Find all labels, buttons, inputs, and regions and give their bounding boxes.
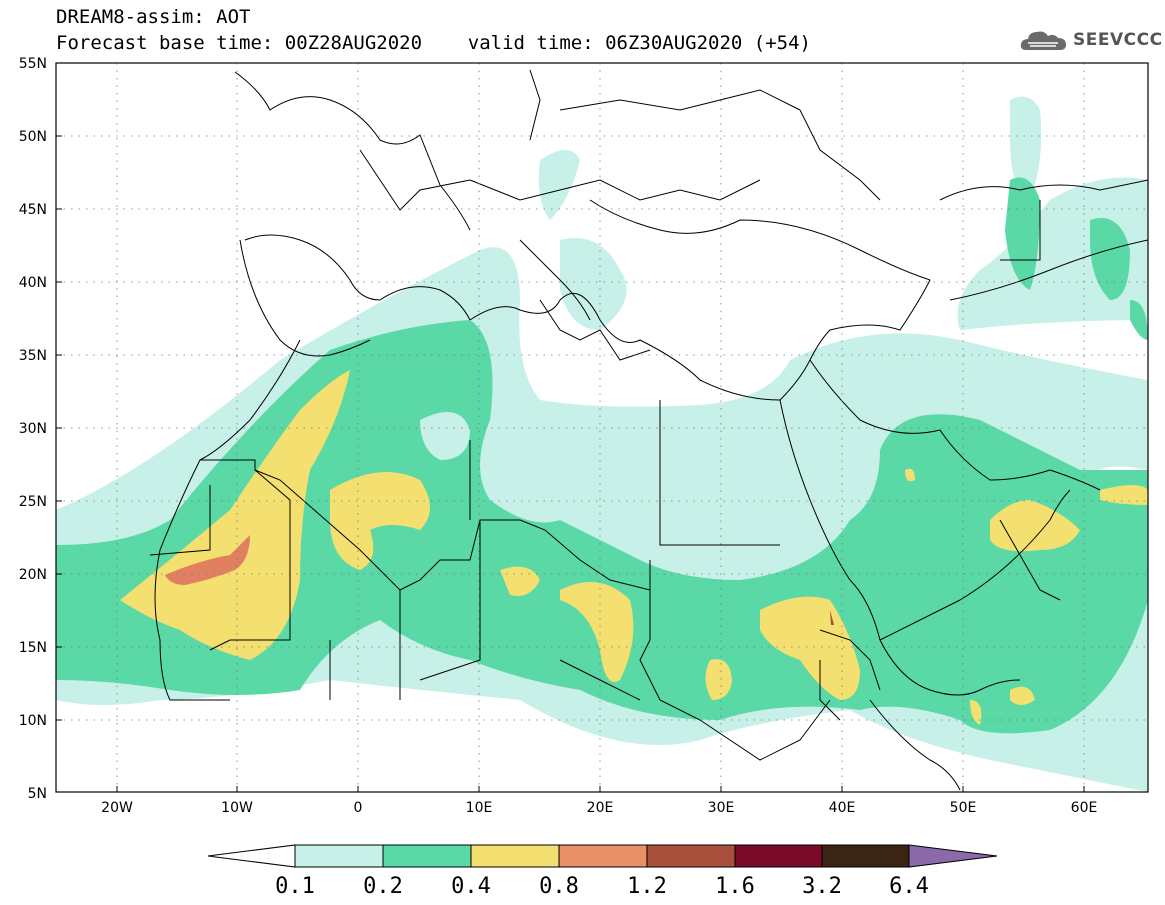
lon-label: 20W — [101, 800, 133, 816]
colorbar-bin — [382, 844, 472, 868]
colorbar-bin — [646, 844, 736, 868]
aot-band-1.2 — [830, 610, 834, 625]
colorbar-label: 0.2 — [363, 874, 403, 899]
lon-label: 10E — [466, 800, 493, 816]
colorbar-label: 0.4 — [451, 874, 491, 899]
colorbar-bin — [821, 844, 910, 868]
lat-label: 30N — [19, 421, 47, 437]
lon-label: 10W — [221, 800, 253, 816]
lat-label: 20N — [19, 567, 47, 583]
colorbar-label: 1.6 — [715, 874, 755, 899]
colorbar-label: 1.2 — [627, 874, 667, 899]
logo-text: SEEVCCC — [1073, 30, 1163, 50]
colorbar-label: 3.2 — [802, 874, 842, 899]
aot-band-0.8 — [165, 535, 250, 585]
colorbar-bin — [734, 844, 823, 868]
lon-ticks — [116, 786, 1085, 792]
colorbar-bin — [294, 844, 384, 868]
lat-label: 35N — [19, 348, 47, 364]
country-borders — [149, 69, 1148, 791]
lat-label: 25N — [19, 494, 47, 510]
colorbar — [207, 844, 998, 868]
lon-label: 0 — [354, 800, 363, 816]
lat-ticks — [56, 135, 62, 721]
lat-label: 15N — [19, 640, 47, 656]
lat-label: 40N — [19, 275, 47, 291]
graticule — [56, 63, 1148, 792]
longitude-labels: 20W 10W 0 10E 20E 30E 40E 50E 60E — [101, 800, 1097, 816]
aot-band-0.4 — [120, 370, 1148, 725]
latitude-labels: 55N 50N 45N 40N 35N 30N 25N 20N 15N 10N … — [19, 56, 47, 802]
aot-field — [56, 63, 1148, 792]
colorbar-bin — [470, 844, 560, 868]
lat-label: 10N — [19, 713, 47, 729]
seevccc-logo: SEEVCCC — [1018, 26, 1162, 56]
chart-title: DREAM8-assim: AOT — [56, 6, 251, 28]
colorbar-bin — [558, 844, 648, 868]
lat-label: 5N — [28, 786, 47, 802]
lon-label: 40E — [829, 800, 856, 816]
colorbar-labels: 0.1 0.2 0.4 0.8 1.2 1.6 3.2 6.4 — [275, 874, 929, 899]
cloud-icon — [1020, 31, 1066, 50]
lon-label: 60E — [1071, 800, 1098, 816]
colorbar-low-arrow — [207, 844, 296, 868]
colorbar-label: 0.1 — [275, 874, 315, 899]
colorbar-label: 0.8 — [539, 874, 579, 899]
lon-label: 20E — [587, 800, 614, 816]
lat-label: 45N — [19, 202, 47, 218]
lon-label: 30E — [708, 800, 735, 816]
colorbar-label: 6.4 — [889, 874, 929, 899]
forecast-times: Forecast base time: 00Z28AUG2020 valid t… — [56, 32, 811, 54]
lon-label: 50E — [950, 800, 977, 816]
lat-label: 50N — [19, 129, 47, 145]
lat-label: 55N — [19, 56, 47, 72]
colorbar-high-arrow — [908, 844, 998, 868]
